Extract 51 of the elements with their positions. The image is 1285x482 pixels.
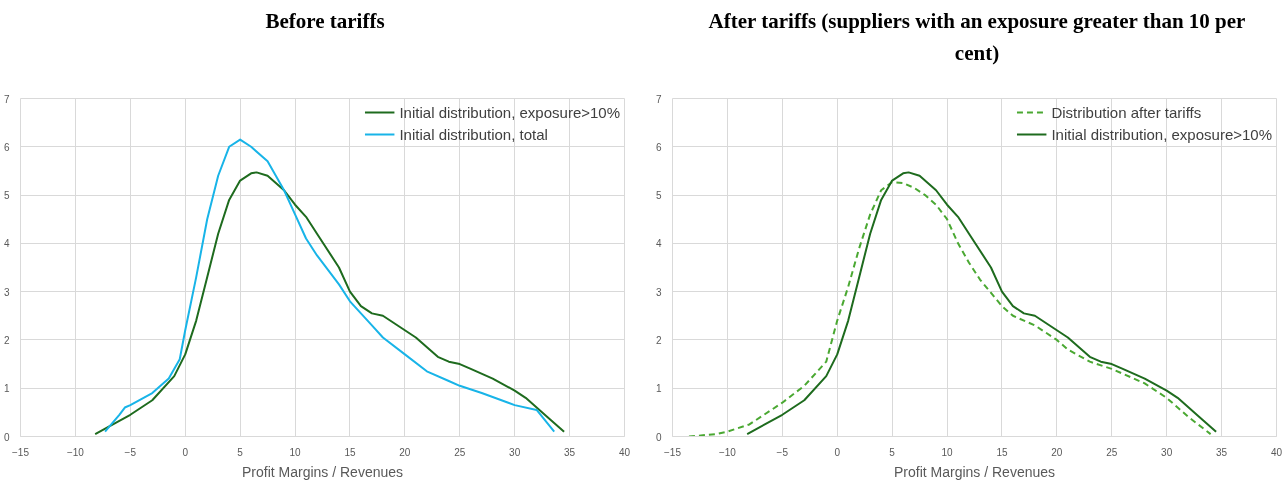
x-tick-label: 20 xyxy=(1051,446,1063,458)
x-axis-title: Profit Margins / Revenues xyxy=(241,463,404,480)
x-tick-label: −10 xyxy=(66,446,85,458)
x-tick-label: 10 xyxy=(941,446,954,458)
y-tick-label: 7 xyxy=(3,93,10,105)
y-tick-label: 6 xyxy=(3,141,10,153)
y-tick-label: 3 xyxy=(655,286,662,298)
x-tick-label: 35 xyxy=(564,446,576,458)
y-tick-label: 5 xyxy=(3,190,10,202)
x-tick-label: 35 xyxy=(1216,446,1228,458)
y-tick-label: 0 xyxy=(655,431,662,443)
x-tick-label: 25 xyxy=(454,446,466,458)
x-tick-label: 5 xyxy=(889,446,896,458)
x-tick-label: −10 xyxy=(718,446,737,458)
y-tick-label: 4 xyxy=(655,238,662,250)
x-tick-label: 5 xyxy=(237,446,244,458)
chart-title: After tariffs (suppliers with an exposure greater than 10 per cent) xyxy=(707,8,1247,67)
x-tick-label: 15 xyxy=(344,446,356,458)
x-tick-label: 40 xyxy=(1270,446,1283,458)
x-tick-label: 10 xyxy=(289,446,302,458)
y-tick-label: 4 xyxy=(3,238,10,250)
chart-title: Before tariffs xyxy=(264,8,386,35)
x-tick-label: 0 xyxy=(834,446,841,458)
y-tick-label: 2 xyxy=(655,334,662,346)
y-tick-label: 1 xyxy=(3,383,10,395)
x-tick-label: 15 xyxy=(996,446,1008,458)
x-tick-label: 20 xyxy=(399,446,411,458)
x-tick-label: 40 xyxy=(618,446,631,458)
x-tick-label: 25 xyxy=(1106,446,1118,458)
legend-label: Initial distribution, total xyxy=(399,125,548,143)
y-tick-label: 5 xyxy=(655,190,662,202)
y-tick-label: 1 xyxy=(655,383,662,395)
legend-label: Initial distribution, exposure>10% xyxy=(399,103,620,121)
line-series xyxy=(746,171,1218,436)
x-tick-label: −5 xyxy=(124,446,137,458)
y-tick-label: 2 xyxy=(3,334,10,346)
y-tick-label: 6 xyxy=(655,141,662,153)
y-tick-label: 0 xyxy=(3,431,10,443)
x-tick-label: 30 xyxy=(1161,446,1173,458)
x-tick-label: −15 xyxy=(12,446,30,458)
line-series xyxy=(94,171,566,436)
y-tick-label: 3 xyxy=(3,286,10,298)
x-tick-label: −15 xyxy=(664,446,682,458)
y-tick-label: 7 xyxy=(655,93,662,105)
x-tick-label: 0 xyxy=(182,446,189,458)
legend-label: Distribution after tariffs xyxy=(1051,103,1202,121)
x-axis-title: Profit Margins / Revenues xyxy=(893,463,1056,480)
x-tick-label: 30 xyxy=(509,446,521,458)
x-tick-label: −5 xyxy=(776,446,789,458)
legend-label: Initial distribution, exposure>10% xyxy=(1051,125,1272,143)
line-series xyxy=(687,181,1212,437)
